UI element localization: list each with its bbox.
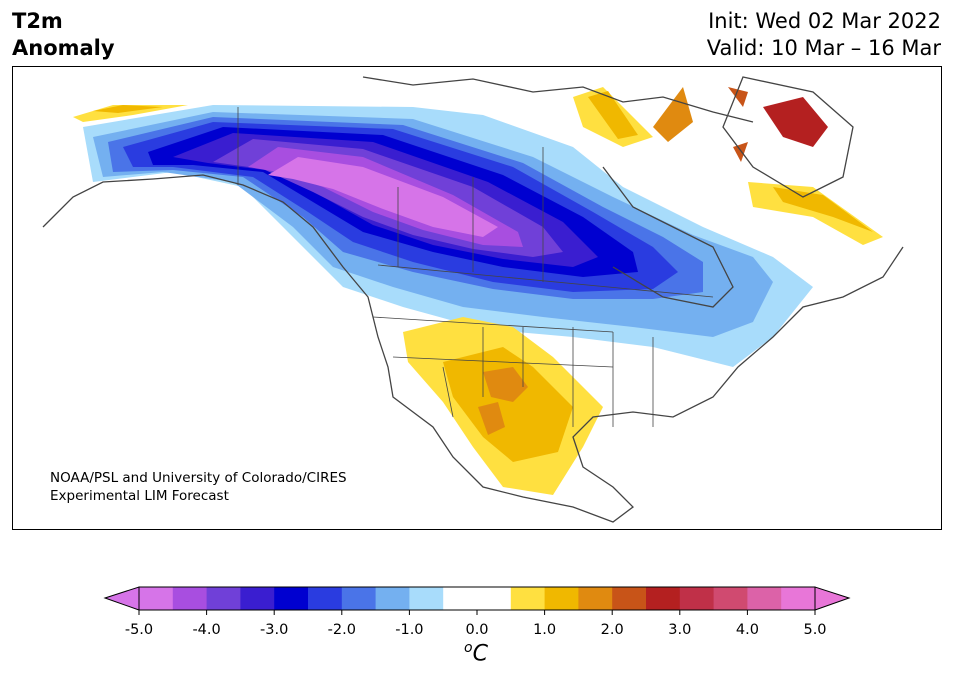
coastlines [42, 76, 904, 523]
map-title: T2m Anomaly [12, 8, 115, 62]
map-canvas [42, 76, 904, 523]
colorbar-segment [308, 587, 343, 610]
colorbar [103, 586, 851, 615]
colorbar-segments [139, 587, 816, 610]
colorbar-segment [240, 587, 275, 610]
political-borders [237, 107, 714, 427]
colorbar-tick-label: 5.0 [803, 622, 827, 638]
anomaly-warm-southwest-1p0 [443, 347, 573, 462]
colorbar-tick-label: -3.0 [260, 622, 289, 638]
colorbar-segment [781, 587, 816, 610]
colorbar-segment [409, 587, 444, 610]
valid-range: Valid: 10 Mar – 16 Mar [706, 36, 941, 60]
colorbar-tick-label: -5.0 [124, 622, 154, 638]
colorbar-tick-label: -1.0 [395, 622, 424, 638]
colorbar-tick-label: -2.0 [327, 622, 356, 638]
anomaly-warm-labrador-1p0 [773, 187, 873, 232]
colorbar-segment [713, 587, 748, 610]
colorbar-tick-label: 4.0 [735, 622, 759, 638]
colorbar-segment [206, 587, 241, 610]
anomaly-map: NOAA/PSL and University of Colorado/CIRE… [12, 66, 942, 530]
anomaly-warm-baffin-2p0 [653, 87, 693, 142]
colorbar-segment [139, 587, 174, 610]
colorbar-segment [510, 587, 546, 610]
colorbar-segment [375, 587, 410, 610]
colorbar-tick-label: 2.0 [600, 622, 624, 638]
colorbar-segment [578, 587, 613, 610]
anomaly-warm-mexico-1p5 [478, 402, 505, 435]
anomaly-warm-greenland-2p5 [728, 87, 748, 107]
anomaly-cold-4p5 [268, 157, 498, 237]
map-title-line1: T2m [12, 9, 63, 33]
colorbar-segment [274, 587, 309, 610]
colorbar-extend-high [814, 586, 851, 611]
anomaly-warm-southwest-1p5 [483, 367, 528, 402]
credit-note: NOAA/PSL and University of Colorado/CIRE… [50, 469, 347, 505]
anomaly-warm-baffin-1p0 [588, 91, 638, 139]
anomaly-warm-greenland-3p0 [763, 97, 828, 147]
colorbar-segment [747, 587, 782, 610]
credit-line2: Experimental LIM Forecast [50, 488, 229, 504]
colorbar-unit: oC [464, 640, 488, 667]
credit-line1: NOAA/PSL and University of Colorado/CIRE… [50, 470, 347, 486]
colorbar-tick-label: 1.0 [533, 622, 557, 638]
anomaly-warm-greenland-2p5-south [733, 142, 748, 162]
colorbar-segment [612, 587, 647, 610]
colorbar-segment [679, 587, 715, 610]
colorbar-segment [341, 587, 377, 610]
colorbar-extend-low [103, 586, 140, 611]
colorbar-tick-label: 0.0 [465, 622, 489, 638]
colorbar-tick-label: -4.0 [192, 622, 221, 638]
init-date: Init: Wed 02 Mar 2022 [708, 9, 941, 33]
map-title-line2: Anomaly [12, 36, 115, 60]
colorbar-segment [443, 587, 512, 610]
forecast-dates: Init: Wed 02 Mar 2022 Valid: 10 Mar – 16… [707, 8, 941, 62]
colorbar-segment [544, 587, 579, 610]
colorbar-tick-label: 3.0 [668, 622, 692, 638]
colorbar-segment [646, 587, 681, 610]
anomaly-warm-arctic-west-1p0 [93, 105, 163, 113]
colorbar-segment [172, 587, 208, 610]
